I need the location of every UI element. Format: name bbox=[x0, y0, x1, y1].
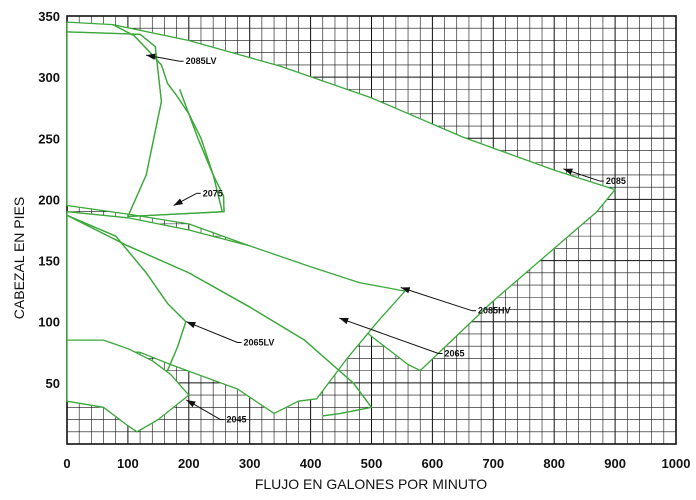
x-tick-label: 0 bbox=[63, 456, 70, 471]
callout-leader-2065lv bbox=[186, 321, 238, 343]
callout-label-2045: 2045 bbox=[226, 415, 246, 425]
callout-arrow-2065 bbox=[339, 318, 349, 325]
curve-2085 bbox=[66, 21, 616, 372]
x-tick-label: 600 bbox=[422, 456, 444, 471]
y-tick-label: 200 bbox=[38, 192, 60, 207]
curve-2085hv bbox=[66, 211, 406, 415]
callout-arrow-2065lv bbox=[186, 321, 196, 329]
y-tick-label: 250 bbox=[38, 131, 60, 146]
callout-arrow-2085lv bbox=[146, 53, 156, 60]
x-tick-label: 200 bbox=[178, 456, 200, 471]
curve-2065lv-overlay bbox=[66, 214, 373, 417]
callout-arrow-2075 bbox=[173, 198, 184, 206]
callout-label-2065: 2065 bbox=[444, 349, 464, 359]
y-tick-label: 100 bbox=[38, 315, 60, 330]
x-tick-label: 300 bbox=[239, 456, 261, 471]
x-tick-label: 1000 bbox=[662, 456, 691, 471]
tick-labels: 0 100 200 300 400 500 600 700 800 900 1000 50 100 150… bbox=[38, 9, 690, 471]
y-tick-label: 150 bbox=[38, 254, 60, 269]
y-tick-label: 300 bbox=[38, 70, 60, 85]
y-axis-title: CABEZAL EN PIES bbox=[11, 197, 27, 319]
callout-leader-2065 bbox=[339, 317, 439, 354]
callout-label-2075: 2075 bbox=[203, 188, 223, 198]
x-tick-label: 400 bbox=[300, 456, 322, 471]
x-axis-title: FLUJO EN GALONES POR MINUTO bbox=[255, 476, 487, 492]
curve-2065-overlay bbox=[66, 214, 187, 371]
callout-label-2085hv: 2085HV bbox=[478, 306, 511, 316]
callout-label-2065lv: 2065LV bbox=[244, 338, 275, 348]
x-tick-label: 500 bbox=[361, 456, 383, 471]
callout-arrow-2085 bbox=[563, 168, 573, 175]
y-tick-label: 50 bbox=[46, 376, 60, 391]
y-tick-label: 350 bbox=[38, 9, 60, 24]
curve-2045 bbox=[66, 339, 190, 433]
callout-leader-2085hv bbox=[400, 286, 473, 312]
callout-arrow-2045 bbox=[186, 399, 196, 408]
callout-label-2085: 2085 bbox=[606, 176, 626, 186]
x-tick-label: 100 bbox=[117, 456, 139, 471]
callouts: 2085LV 2075 2085 2085HV 2065 2065LV 2045 bbox=[146, 53, 626, 425]
callout-label-2085lv: 2085LV bbox=[186, 56, 217, 66]
x-tick-label: 900 bbox=[604, 456, 626, 471]
pump-curves bbox=[66, 21, 616, 433]
x-tick-label: 700 bbox=[482, 456, 504, 471]
x-tick-label: 800 bbox=[543, 456, 565, 471]
callout-arrow-2085hv bbox=[400, 287, 411, 294]
curve-2075-overlay bbox=[179, 89, 223, 212]
